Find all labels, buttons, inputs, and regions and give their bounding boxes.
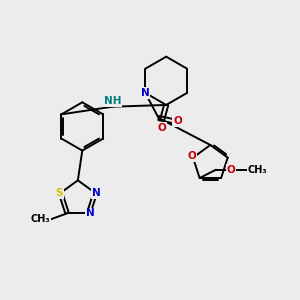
Text: CH₃: CH₃ <box>248 165 267 175</box>
Text: O: O <box>227 165 236 175</box>
Text: O: O <box>187 151 196 161</box>
Text: N: N <box>86 208 94 218</box>
Text: O: O <box>158 123 166 133</box>
Text: CH₃: CH₃ <box>31 214 50 224</box>
Text: O: O <box>173 116 182 126</box>
Text: N: N <box>92 188 101 198</box>
Text: N: N <box>141 88 150 98</box>
Text: S: S <box>55 188 63 198</box>
Text: NH: NH <box>103 96 121 106</box>
